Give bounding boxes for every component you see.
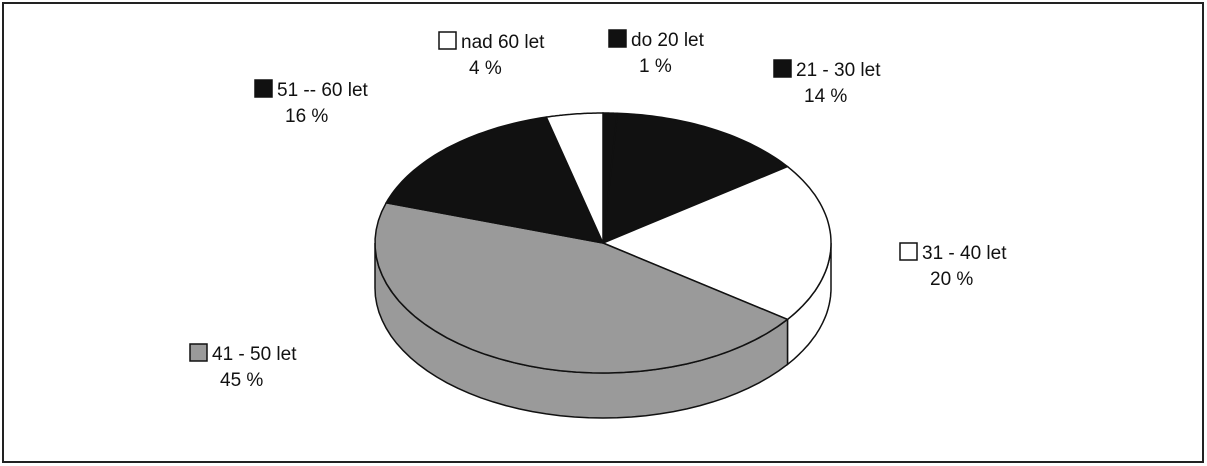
legend-label: 21 - 30 let: [796, 60, 881, 81]
pie-slice: [601, 165, 832, 321]
value-label: 16 %: [285, 106, 328, 127]
pie-slice: [602, 112, 789, 245]
legend-swatch: [773, 59, 792, 78]
value-label: 1 %: [639, 56, 672, 77]
value-label: 20 %: [930, 269, 973, 290]
legend-swatch: [438, 31, 457, 50]
pie-slice: [545, 112, 604, 244]
legend-swatch: [608, 29, 627, 48]
value-label: 45 %: [220, 370, 263, 391]
pie-slice: [385, 116, 605, 244]
value-label: 4 %: [469, 58, 502, 79]
legend-label: 51 -- 60 let: [277, 80, 369, 101]
legend-label: 31 - 40 let: [922, 243, 1007, 264]
legend-swatch: [189, 343, 208, 362]
legend-label: nad 60 let: [461, 32, 545, 53]
legend-swatch: [254, 79, 273, 98]
legend-swatch: [899, 242, 918, 261]
pie-slice: [374, 201, 790, 374]
legend-label: do 20 let: [631, 30, 705, 51]
legend-label: 41 - 50 let: [212, 344, 297, 365]
value-label: 14 %: [804, 86, 847, 107]
